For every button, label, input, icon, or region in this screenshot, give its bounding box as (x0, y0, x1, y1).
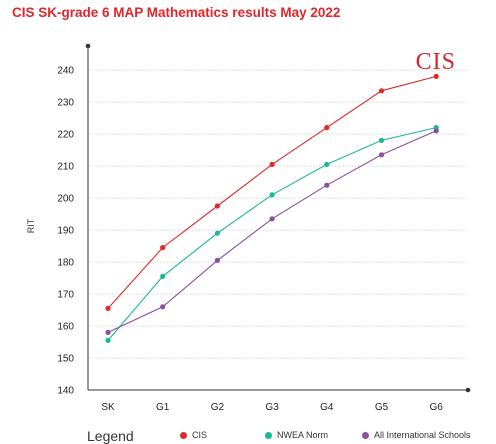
axes (85, 43, 471, 393)
x-tick-label: G3 (265, 402, 279, 413)
y-tick-label: 240 (57, 66, 74, 77)
x-tick-label: G6 (430, 402, 444, 413)
data-point (214, 230, 220, 236)
legend-dot-icon (180, 431, 187, 439)
legend-item-nwea-norm: NWEA Norm (265, 430, 328, 440)
series-cis (105, 73, 439, 311)
y-tick-label: 210 (57, 162, 74, 173)
data-point (433, 73, 439, 79)
data-point (214, 203, 220, 209)
data-point (269, 192, 275, 198)
data-point (433, 128, 439, 134)
data-point (378, 137, 385, 143)
legend-dot-icon (265, 431, 272, 439)
x-tick-label: G1 (156, 402, 170, 413)
legend-dot-icon (362, 431, 369, 439)
series-nwea-norm (105, 125, 439, 343)
y-tick-label: 180 (57, 258, 74, 269)
x-tick-labels: SK G1 G2 G3 G4 G5 G6 (101, 402, 443, 413)
data-point (105, 329, 111, 335)
data-point (324, 125, 330, 131)
legend: Legend CIS NWEA Norm All International S… (0, 420, 496, 444)
data-point (269, 161, 275, 167)
y-tick-label: 220 (57, 130, 74, 141)
legend-label: NWEA Norm (277, 430, 329, 440)
legend-label: CIS (192, 430, 208, 440)
data-point (105, 337, 111, 343)
y-tick-labels: 140 150 160 170 180 190 200 210 220 230 240 (57, 66, 74, 397)
y-axis-label: RIT (26, 218, 36, 233)
legend-item-cis: CIS (180, 430, 207, 440)
data-series (105, 73, 439, 343)
x-axis-end-dot (465, 387, 471, 393)
data-point (105, 305, 111, 311)
gridlines (88, 69, 468, 359)
data-point (160, 245, 166, 251)
y-tick-label: 230 (57, 98, 74, 109)
data-point (160, 304, 166, 310)
y-tick-label: 170 (57, 290, 74, 301)
x-tick-label: G4 (320, 402, 334, 413)
series-line (107, 127, 437, 341)
line-chart: 140 150 160 170 180 190 200 210 220 230 240 SK G1 G2… (26, 43, 471, 413)
data-point (269, 216, 275, 222)
chart-title: CIS SK-grade 6 MAP Mathematics results M… (12, 5, 341, 20)
y-tick-label: 140 (57, 386, 74, 397)
data-point (378, 88, 385, 94)
y-axis-end-dot (85, 43, 91, 49)
data-point (378, 152, 385, 158)
y-tick-label: 150 (57, 354, 74, 365)
x-tick-label: G5 (375, 402, 389, 413)
series-all-international-schools (105, 128, 439, 335)
data-point (214, 257, 220, 263)
data-point (160, 273, 166, 279)
legend-item-all-international-schools: All International Schools (362, 430, 471, 440)
series-line (107, 130, 437, 333)
y-tick-label: 190 (57, 226, 74, 237)
legend-label: All International Schools (374, 430, 471, 440)
x-tick-label: G2 (211, 402, 225, 413)
x-tick-label: SK (101, 402, 115, 413)
data-point (324, 161, 330, 167)
y-tick-label: 160 (57, 322, 74, 333)
legend-title: Legend (87, 428, 134, 444)
y-tick-label: 200 (57, 194, 74, 205)
data-point (324, 182, 330, 188)
